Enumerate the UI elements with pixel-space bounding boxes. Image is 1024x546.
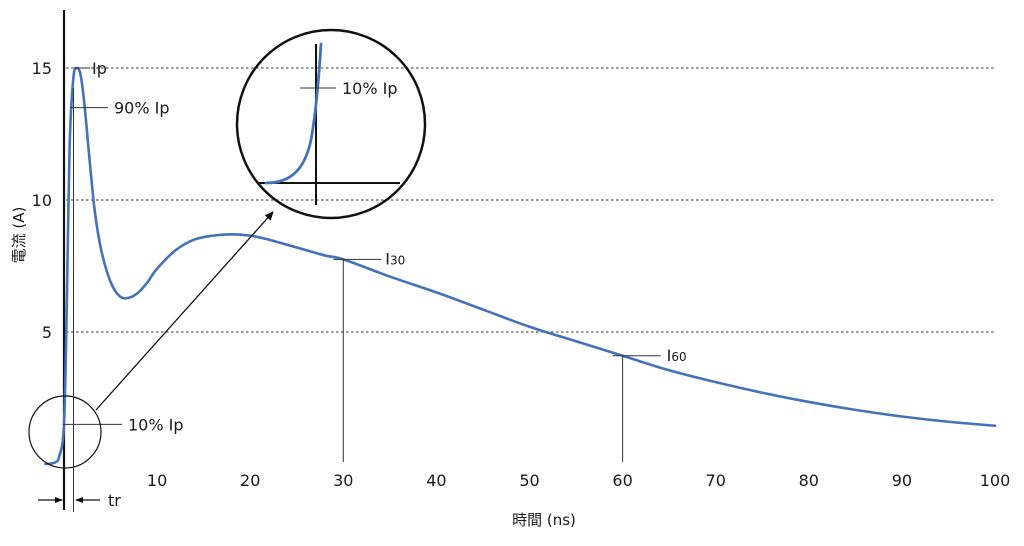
zoom-circle-ring [28, 395, 102, 469]
x-tick-labels: 10 20 30 40 50 60 70 80 90 100 [147, 471, 1010, 490]
zoom-arrow [95, 211, 274, 411]
y-tick-label-5: 5 [42, 323, 52, 342]
inset-magnifier: 10% Ip [235, 28, 427, 220]
inset-p10-label: 10% Ip [342, 79, 398, 98]
i60-label-main: I [667, 346, 672, 365]
x-axis-title: 時間 (ns) [512, 511, 576, 529]
series-line-current [44, 66, 997, 466]
y-tick-labels: 5 10 15 [32, 59, 52, 342]
y-axis-title: 電流 (A) [10, 207, 28, 264]
x-tick-label-10: 10 [147, 471, 167, 490]
x-tick-label-100: 100 [980, 471, 1011, 490]
i30-label: I30 [385, 249, 405, 268]
y-tick-label-15: 15 [32, 59, 52, 78]
x-tick-label-90: 90 [892, 471, 912, 490]
x-tick-label-50: 50 [519, 471, 539, 490]
inset-curve [264, 42, 323, 185]
x-tick-label-70: 70 [706, 471, 726, 490]
p90-label: 90% Ip [114, 99, 170, 118]
x-tick-label-30: 30 [333, 471, 353, 490]
p10-label: 10% Ip [128, 415, 184, 434]
i60-label: I60 [667, 346, 687, 365]
x-tick-label-60: 60 [612, 471, 632, 490]
i30-label-sub: 30 [390, 253, 405, 267]
x-tick-label-80: 80 [799, 471, 819, 490]
tr-rise-time-marker: tr [38, 88, 121, 512]
y-tick-label-10: 10 [32, 191, 52, 210]
zoom-circle [28, 395, 102, 469]
tr-label: tr [108, 491, 121, 510]
x-tick-label-40: 40 [426, 471, 446, 490]
ip-label: Ip [92, 59, 107, 78]
inset-ring [235, 28, 427, 220]
i30-label-main: I [385, 249, 390, 268]
grid-lines [66, 67, 995, 333]
x-tick-label-20: 20 [240, 471, 260, 490]
i60-label-sub: 60 [671, 350, 686, 364]
